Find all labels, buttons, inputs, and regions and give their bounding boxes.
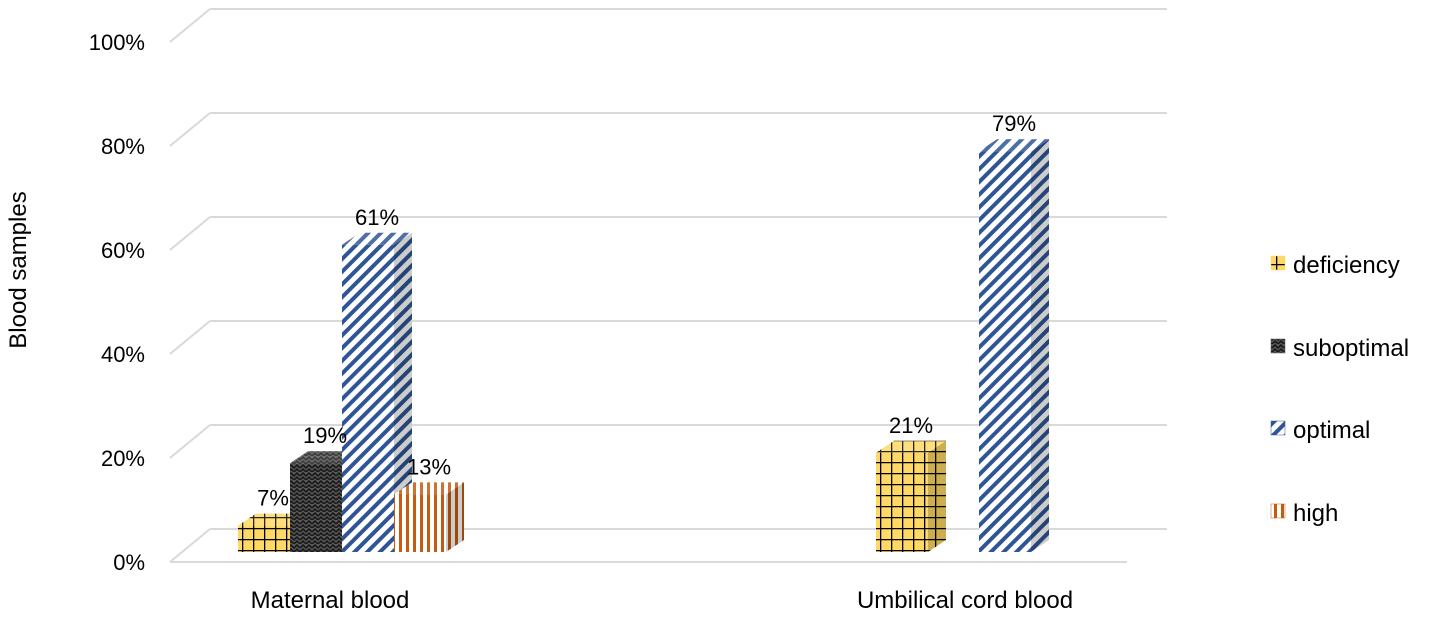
legend: deficiency suboptimal optimal high — [1270, 252, 1409, 527]
gridline-diagonal — [169, 112, 211, 147]
bar-top — [979, 139, 1049, 152]
bar-side-shade — [1031, 139, 1049, 552]
y-tick-label: 80% — [101, 134, 145, 159]
data-label: 13% — [407, 454, 451, 479]
x-category-label: Maternal blood — [251, 587, 410, 614]
legend-label: high — [1293, 500, 1338, 527]
x-category-label: Umbilical cord blood — [857, 587, 1073, 614]
bar-side-shade — [928, 440, 946, 552]
bar-optimal-umbilical — [979, 139, 1049, 552]
bar-front — [876, 452, 928, 552]
legend-swatch — [1270, 338, 1286, 354]
x-axis-categories: Maternal blood Umbilical cord blood — [251, 587, 1073, 614]
legend-swatch — [1270, 420, 1286, 436]
bar-front — [394, 494, 446, 552]
legend-swatch — [1270, 255, 1286, 271]
y-tick-label: 0% — [113, 550, 145, 575]
y-tick-label: 40% — [101, 342, 145, 367]
legend-item-high: high — [1270, 500, 1338, 527]
legend-label: deficiency — [1293, 252, 1400, 279]
bar-front — [979, 151, 1031, 552]
legend-swatch — [1270, 503, 1286, 519]
bar-side — [1031, 139, 1049, 552]
bar-optimal-maternal — [342, 232, 412, 553]
legend-item-optimal: optimal — [1270, 417, 1370, 444]
bar-top — [876, 440, 946, 453]
bar-top-light — [394, 482, 464, 495]
bar-side — [928, 440, 946, 552]
bar-deficiency-umbilical — [876, 440, 946, 552]
y-axis-title: Blood samples — [5, 191, 32, 348]
bar-front — [342, 244, 394, 553]
data-label: 21% — [889, 413, 933, 438]
bar-front — [290, 463, 342, 552]
data-label: 61% — [355, 205, 399, 230]
bar-high-maternal — [394, 482, 464, 552]
bar-side-shade — [394, 232, 412, 553]
data-label: 19% — [303, 423, 347, 448]
y-tick-label: 100% — [89, 30, 145, 55]
bar-top-light — [979, 139, 1049, 152]
bar-front — [238, 525, 290, 552]
y-tick-label: 20% — [101, 446, 145, 471]
y-tick-label: 60% — [101, 238, 145, 263]
gridline-diagonal — [169, 528, 211, 563]
gridline-diagonal — [169, 424, 211, 459]
legend-label: suboptimal — [1293, 335, 1409, 362]
legend-label: optimal — [1293, 417, 1370, 444]
y-axis-ticks: 0% 20% 40% 60% 80% 100% — [89, 30, 145, 575]
bar-side — [446, 482, 464, 552]
legend-item-deficiency: deficiency — [1270, 252, 1400, 279]
bar-top-light — [342, 232, 412, 245]
bar-top-light — [876, 440, 946, 453]
data-label: 7% — [257, 486, 289, 511]
bar-side-shade — [446, 482, 464, 552]
gridline-diagonal — [169, 216, 211, 251]
legend-item-suboptimal: suboptimal — [1270, 335, 1409, 362]
bar-top — [342, 232, 412, 245]
data-labels: 7% 19% 61% 13% 21% 79% — [257, 111, 1036, 510]
bar-top — [394, 482, 464, 495]
bar-side — [394, 232, 412, 553]
gridline-diagonal — [169, 320, 211, 355]
data-label: 79% — [992, 111, 1036, 136]
bars — [238, 139, 1049, 553]
gridline-diagonal — [169, 8, 211, 43]
